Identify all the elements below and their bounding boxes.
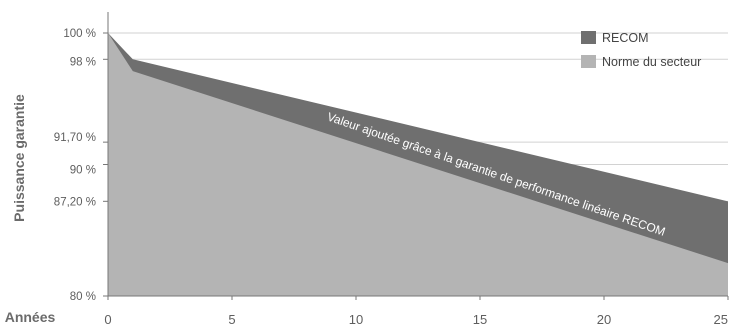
legend-label-recom: RECOM [602, 31, 649, 45]
x-tick-label: 10 [349, 312, 363, 327]
y-tick-label: 91,70 % [54, 132, 96, 144]
x-tick-label: 20 [597, 312, 611, 327]
x-axis-label: Années [5, 309, 56, 325]
legend: RECOM Norme du secteur [581, 31, 701, 69]
y-ticks: 100 % 98 % 91,70 % 90 % 87,20 % 80 % [54, 28, 108, 303]
x-ticks: 0 5 10 15 20 25 [104, 296, 729, 327]
x-tick-label: 5 [228, 312, 235, 327]
y-axis-label: Puissance garantie [11, 94, 27, 222]
y-tick-label: 100 % [63, 28, 96, 40]
y-tick-label: 80 % [70, 291, 96, 303]
legend-swatch-recom [581, 31, 596, 44]
area-norme-du-secteur [108, 33, 728, 296]
x-tick-label: 25 [714, 312, 728, 327]
x-tick-label: 15 [473, 312, 487, 327]
y-tick-label: 90 % [70, 165, 96, 177]
y-tick-label: 98 % [70, 56, 96, 68]
y-tick-label: 87,20 % [54, 196, 96, 208]
x-tick-label: 0 [104, 312, 111, 327]
legend-swatch-norme-du-secteur [581, 55, 596, 68]
legend-label-norme-du-secteur: Norme du secteur [602, 55, 701, 69]
